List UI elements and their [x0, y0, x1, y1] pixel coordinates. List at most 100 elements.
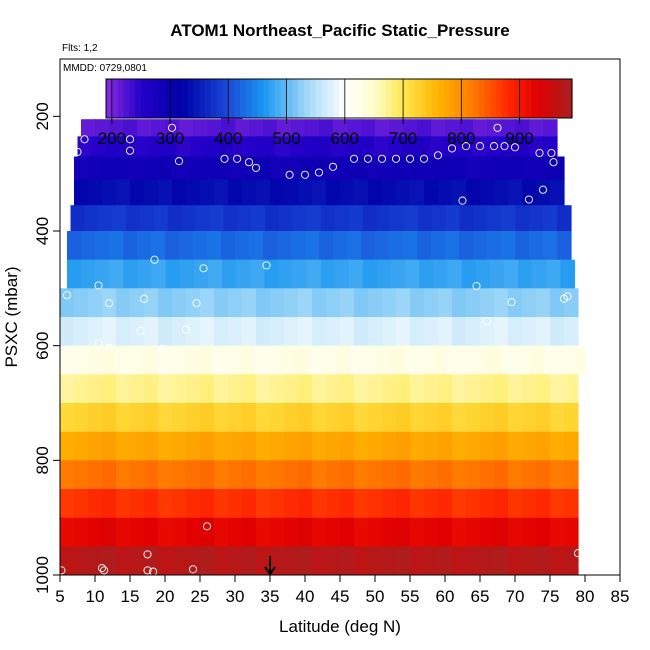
- heatmap-cell: [564, 431, 579, 461]
- heatmap-cell: [256, 403, 271, 433]
- colorbar-swatch: [146, 79, 154, 118]
- data-point: [363, 154, 373, 163]
- heatmap-cell: [550, 546, 565, 576]
- heatmap-cell: [144, 517, 159, 547]
- heatmap-cell: [410, 546, 425, 576]
- colorbar-swatch: [473, 79, 480, 118]
- heatmap-cell: [410, 517, 425, 547]
- heatmap-cell: [116, 288, 131, 318]
- heatmap-cell: [130, 156, 145, 180]
- colorbar-swatch: [111, 79, 119, 118]
- heatmap-cell: [333, 231, 348, 261]
- heatmap-cell: [522, 288, 537, 318]
- heatmap-cell: [289, 136, 304, 157]
- heatmap-cell: [550, 431, 565, 461]
- heatmap-cell: [292, 259, 308, 289]
- heatmap-cell: [375, 231, 390, 261]
- colorbar: 200 300 400 500 600 700 800 900: [98, 78, 573, 148]
- heatmap-cell: [377, 259, 392, 289]
- heatmap-cell: [228, 179, 243, 206]
- colorbar-swatch: [403, 79, 410, 118]
- heatmap-cell: [119, 136, 135, 157]
- colorbar-swatch: [245, 79, 253, 118]
- heatmap-cell: [466, 431, 481, 461]
- heatmap-cell: [200, 403, 215, 433]
- heatmap-cell: [88, 403, 103, 433]
- heatmap-cell: [452, 156, 467, 180]
- heatmap-cell: [158, 179, 173, 206]
- heatmap-cell: [74, 517, 89, 547]
- colorbar-swatch: [467, 79, 474, 118]
- data-point: [57, 566, 66, 575]
- heatmap-cell: [242, 517, 257, 547]
- heatmap-cell: [88, 546, 103, 576]
- heatmap-cell: [368, 431, 383, 461]
- heatmap-cell: [312, 431, 327, 461]
- heatmap-band: [60, 546, 579, 576]
- heatmap-cell: [228, 489, 243, 519]
- heatmap-cell: [473, 231, 488, 261]
- heatmap-cell: [172, 288, 187, 318]
- heatmap-cell: [350, 345, 365, 375]
- heatmap-cell: [424, 317, 439, 347]
- heatmap-cell: [130, 517, 145, 547]
- heatmap-cell: [116, 489, 131, 519]
- heatmap-cell: [237, 205, 252, 232]
- heatmap-cell: [480, 517, 495, 547]
- heatmap-cell: [459, 119, 474, 137]
- heatmap-band: [60, 374, 579, 404]
- heatmap-cell: [112, 205, 127, 232]
- heatmap-cell: [214, 546, 229, 576]
- heatmap-cell: [319, 231, 334, 261]
- data-point: [538, 185, 548, 194]
- heatmap-cell: [391, 345, 406, 375]
- heatmap-cell: [494, 460, 509, 490]
- heatmap-cell: [452, 374, 467, 404]
- heatmap-cell: [347, 119, 362, 137]
- colorbar-swatch: [484, 79, 491, 118]
- heatmap-cell: [536, 317, 551, 347]
- heatmap-cell: [433, 345, 448, 375]
- heatmap-cell: [424, 431, 439, 461]
- heatmap-cell: [116, 317, 131, 347]
- heatmap-cell: [242, 288, 257, 318]
- heatmap-cell: [340, 431, 355, 461]
- heatmap-cell: [102, 374, 117, 404]
- heatmap-cell: [242, 489, 257, 519]
- heatmap-cell: [115, 345, 130, 375]
- dates-label: MMDD: 0729,0801: [63, 63, 147, 74]
- heatmap-cell: [133, 136, 149, 157]
- colorbar-swatch: [566, 79, 573, 118]
- heatmap-cell: [312, 517, 327, 547]
- heatmap-cell: [95, 119, 110, 137]
- data-point: [94, 281, 103, 290]
- heatmap-cell: [284, 179, 299, 206]
- heatmap-cell: [186, 431, 201, 461]
- heatmap-cell: [298, 431, 313, 461]
- heatmap-cell: [298, 374, 313, 404]
- heatmap-cell: [176, 136, 191, 157]
- heatmap-cell: [306, 205, 322, 232]
- heatmap-cell: [401, 136, 417, 157]
- data-point: [510, 143, 520, 152]
- heatmap-cell: [433, 259, 449, 289]
- colorbar-swatch: [438, 79, 445, 118]
- heatmap-cell: [459, 205, 475, 232]
- heatmap-cell: [74, 156, 89, 180]
- heatmap-cell: [312, 489, 327, 519]
- heatmap-cell: [212, 345, 227, 375]
- heatmap-cell: [242, 179, 257, 206]
- heatmap-cell: [172, 374, 187, 404]
- heatmap-cell: [242, 460, 257, 490]
- data-point: [262, 261, 271, 270]
- heatmap-cell: [473, 119, 488, 137]
- colorbar-swatch: [519, 79, 526, 118]
- heatmap-cell: [410, 179, 425, 206]
- heatmap-cell: [452, 546, 467, 576]
- heatmap-cell: [60, 546, 75, 576]
- colorbar-swatch: [496, 79, 503, 118]
- colorbar-swatch: [170, 79, 177, 118]
- data-point: [391, 154, 401, 163]
- heatmap-cell: [466, 374, 481, 404]
- colorbar-swatch: [140, 79, 148, 118]
